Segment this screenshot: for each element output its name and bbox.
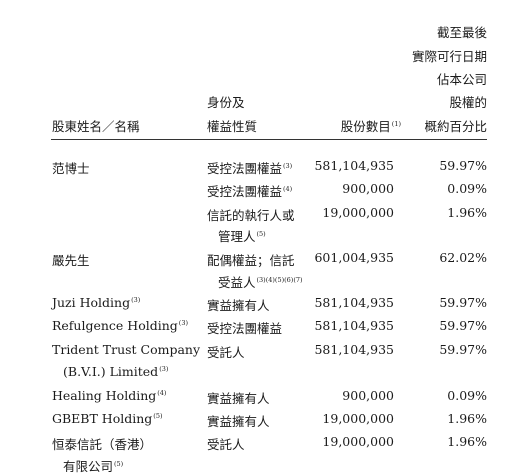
row-pct: 1.96% bbox=[447, 434, 487, 449]
header-shares: 股份數目(1) bbox=[341, 116, 401, 135]
row-capacity: 受託人 bbox=[207, 437, 245, 452]
row-capacity: 受控法團權益(3) bbox=[207, 158, 292, 177]
name-note: (3) bbox=[178, 318, 188, 327]
header-pct-line-5: 概約百分比 bbox=[424, 119, 487, 134]
row-capacity: 信託的執行人或 bbox=[207, 208, 295, 223]
row-capacity: 受託人 bbox=[207, 345, 245, 360]
name-text: Refulgence Holding bbox=[52, 318, 178, 333]
row-name: GBEBT Holding(5) bbox=[52, 411, 163, 426]
row-name: Trident Trust Company bbox=[52, 342, 201, 357]
row-capacity: 實益擁有人 bbox=[207, 391, 270, 406]
name-text: Healing Holding bbox=[52, 388, 157, 403]
header-capacity-line-2: 權益性質 bbox=[207, 119, 258, 134]
capacity-note: (3) bbox=[283, 161, 293, 170]
row-capacity: 實益擁有人 bbox=[207, 414, 270, 429]
capacity-note: (5) bbox=[256, 229, 266, 238]
header-shareholder: 股東姓名／名稱 bbox=[52, 119, 140, 134]
row-capacity: 受控法團權益(4) bbox=[207, 181, 292, 200]
row-shares: 581,104,935 bbox=[314, 158, 394, 173]
capacity-text: 受益人 bbox=[218, 275, 256, 290]
row-capacity-cont: 管理人(5) bbox=[218, 226, 266, 245]
row-shares: 900,000 bbox=[342, 181, 394, 196]
name-text: 有限公司 bbox=[63, 459, 114, 474]
row-name: 嚴先生 bbox=[52, 253, 90, 268]
capacity-text: 受控法團權益 bbox=[207, 161, 283, 176]
capacity-note: (4) bbox=[283, 184, 293, 193]
header-divider bbox=[51, 139, 487, 140]
row-name: 恒泰信託（香港） bbox=[52, 437, 153, 452]
name-note: (5) bbox=[153, 411, 163, 420]
capacity-text: 受控法團權益 bbox=[207, 184, 283, 199]
row-pct: 1.96% bbox=[447, 411, 487, 426]
header-shares-label: 股份數目 bbox=[340, 119, 391, 134]
capacity-note: (3)(4)(5)(6)(7) bbox=[256, 275, 303, 284]
name-text: Juzi Holding bbox=[52, 295, 131, 310]
row-pct: 59.97% bbox=[439, 342, 487, 357]
row-shares: 19,000,000 bbox=[322, 434, 394, 449]
capacity-text: 管理人 bbox=[218, 229, 256, 244]
name-text: (B.V.I.) Limited bbox=[63, 364, 159, 379]
header-pct-line-4: 股權的 bbox=[449, 95, 487, 110]
row-name-cont: 有限公司(5) bbox=[63, 456, 123, 475]
row-shares: 581,104,935 bbox=[314, 295, 394, 310]
row-shares: 900,000 bbox=[342, 388, 394, 403]
header-shares-note: (1) bbox=[391, 119, 401, 128]
row-name: Healing Holding(4) bbox=[52, 388, 166, 403]
header-pct-line-1: 截至最後 bbox=[436, 25, 487, 40]
row-pct: 62.02% bbox=[439, 250, 487, 265]
name-note: (4) bbox=[157, 388, 167, 397]
name-note: (3) bbox=[159, 364, 169, 373]
row-name-cont: (B.V.I.) Limited(3) bbox=[63, 364, 168, 379]
name-note: (3) bbox=[131, 295, 141, 304]
name-note: (5) bbox=[114, 459, 124, 468]
row-pct: 0.09% bbox=[447, 181, 487, 196]
row-pct: 59.97% bbox=[439, 318, 487, 333]
row-name: 范博士 bbox=[52, 161, 90, 176]
row-pct: 59.97% bbox=[439, 158, 487, 173]
name-text: GBEBT Holding bbox=[52, 411, 153, 426]
row-capacity-cont: 受益人(3)(4)(5)(6)(7) bbox=[218, 272, 303, 291]
header-pct-line-2: 實際可行日期 bbox=[411, 49, 487, 64]
row-shares: 19,000,000 bbox=[322, 411, 394, 426]
header-capacity-line-1: 身份及 bbox=[207, 95, 245, 110]
row-shares: 19,000,000 bbox=[322, 205, 394, 220]
row-pct: 0.09% bbox=[447, 388, 487, 403]
row-capacity: 受控法團權益 bbox=[207, 321, 283, 336]
row-name: Juzi Holding(3) bbox=[52, 295, 140, 310]
header-pct-line-3: 佔本公司 bbox=[436, 72, 487, 87]
row-shares: 601,004,935 bbox=[314, 250, 394, 265]
row-shares: 581,104,935 bbox=[314, 342, 394, 357]
row-capacity: 實益擁有人 bbox=[207, 298, 270, 313]
row-pct: 1.96% bbox=[447, 205, 487, 220]
row-capacity: 配偶權益；信託 bbox=[207, 253, 295, 268]
row-pct: 59.97% bbox=[439, 295, 487, 310]
row-name: Refulgence Holding(3) bbox=[52, 318, 188, 333]
row-shares: 581,104,935 bbox=[314, 318, 394, 333]
